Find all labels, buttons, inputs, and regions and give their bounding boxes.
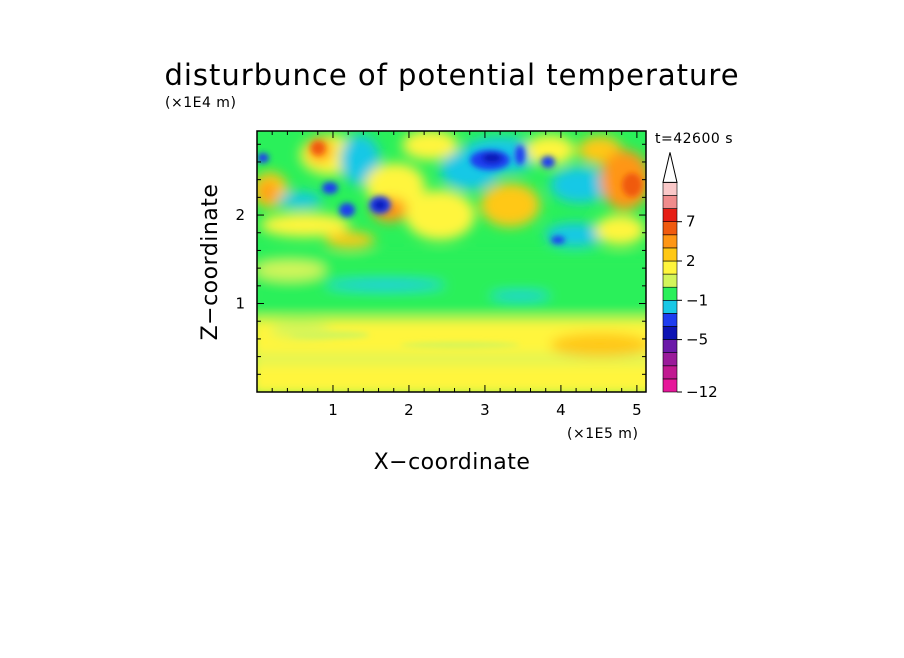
colorbar-swatch <box>662 260 678 275</box>
colorbar-swatch <box>662 221 678 236</box>
colorbar-swatch <box>662 378 678 393</box>
field-blob <box>260 213 350 237</box>
colorbar-swatch <box>662 313 678 327</box>
colorbar-swatch <box>662 208 678 223</box>
colorbar-tick-label: −1 <box>686 291 708 309</box>
field-blob <box>257 355 646 363</box>
field-blob <box>402 131 458 160</box>
colorbar-swatch <box>662 247 678 262</box>
time-label: t=42600 s <box>655 131 733 147</box>
x-tick-label: 1 <box>328 401 338 419</box>
field-blob <box>480 183 540 227</box>
y-tick-label: 2 <box>235 206 245 224</box>
colorbar-swatch <box>662 339 678 354</box>
field-blob <box>257 255 646 315</box>
field-blob <box>490 292 550 300</box>
field-blob <box>595 215 645 245</box>
plot-frame <box>256 130 647 393</box>
field-blob <box>622 173 642 197</box>
y-tick-label: 1 <box>235 295 245 313</box>
field-blob <box>311 141 325 155</box>
field-blob <box>482 153 502 163</box>
colorbar-tick-label: −12 <box>686 383 718 401</box>
colorbar: −12−5−127 <box>662 152 718 401</box>
field-blob <box>325 280 445 290</box>
field-blob <box>550 167 610 203</box>
field-blob <box>515 145 525 165</box>
field-blob <box>257 260 325 280</box>
field-blob <box>551 236 565 244</box>
x-tick-label: 3 <box>480 401 490 419</box>
heatmap-field <box>257 131 646 392</box>
field-blob <box>322 182 338 194</box>
y-unit-label: (×1E4 m) <box>165 95 236 111</box>
colorbar-extend-arrow <box>662 152 678 183</box>
colorbar-swatch <box>662 326 678 340</box>
field-blob <box>290 331 370 339</box>
field-blob <box>260 182 276 202</box>
colorbar-swatch <box>662 195 678 209</box>
field-blob <box>325 232 375 248</box>
colorbar-tick-label: −5 <box>686 331 708 349</box>
field-blob <box>400 342 520 348</box>
x-tick-label: 2 <box>404 401 414 419</box>
field-blob <box>340 135 380 185</box>
colorbar-tick-label: 7 <box>686 213 696 231</box>
field-blob <box>257 362 646 392</box>
x-tick-label: 4 <box>556 401 566 419</box>
x-unit-label: (×1E5 m) <box>567 426 638 442</box>
colorbar-swatch <box>662 234 678 249</box>
colorbar-swatch <box>662 273 678 288</box>
field-blob <box>550 333 646 357</box>
colorbar-swatch <box>662 286 678 301</box>
colorbar-swatch <box>662 365 678 380</box>
field-blob <box>339 203 355 217</box>
field-blob <box>374 200 386 210</box>
y-axis-label: Z−coordinate <box>198 184 223 341</box>
field-blob <box>278 192 322 208</box>
field-blob <box>541 156 555 168</box>
colorbar-swatch <box>662 299 678 314</box>
colorbar-tick-label: 2 <box>686 252 696 270</box>
colorbar-swatch <box>662 352 678 367</box>
chart-title: disturbunce of potential temperature <box>164 58 739 92</box>
x-tick-label: 5 <box>632 401 642 419</box>
field-blob <box>525 135 575 165</box>
field-blob <box>257 153 269 163</box>
axis-ticks: 1 2 3 4 5 1 2 <box>235 131 646 419</box>
field-blob <box>405 190 475 240</box>
colorbar-swatch <box>662 182 678 196</box>
x-axis-label: X−coordinate <box>374 450 531 475</box>
